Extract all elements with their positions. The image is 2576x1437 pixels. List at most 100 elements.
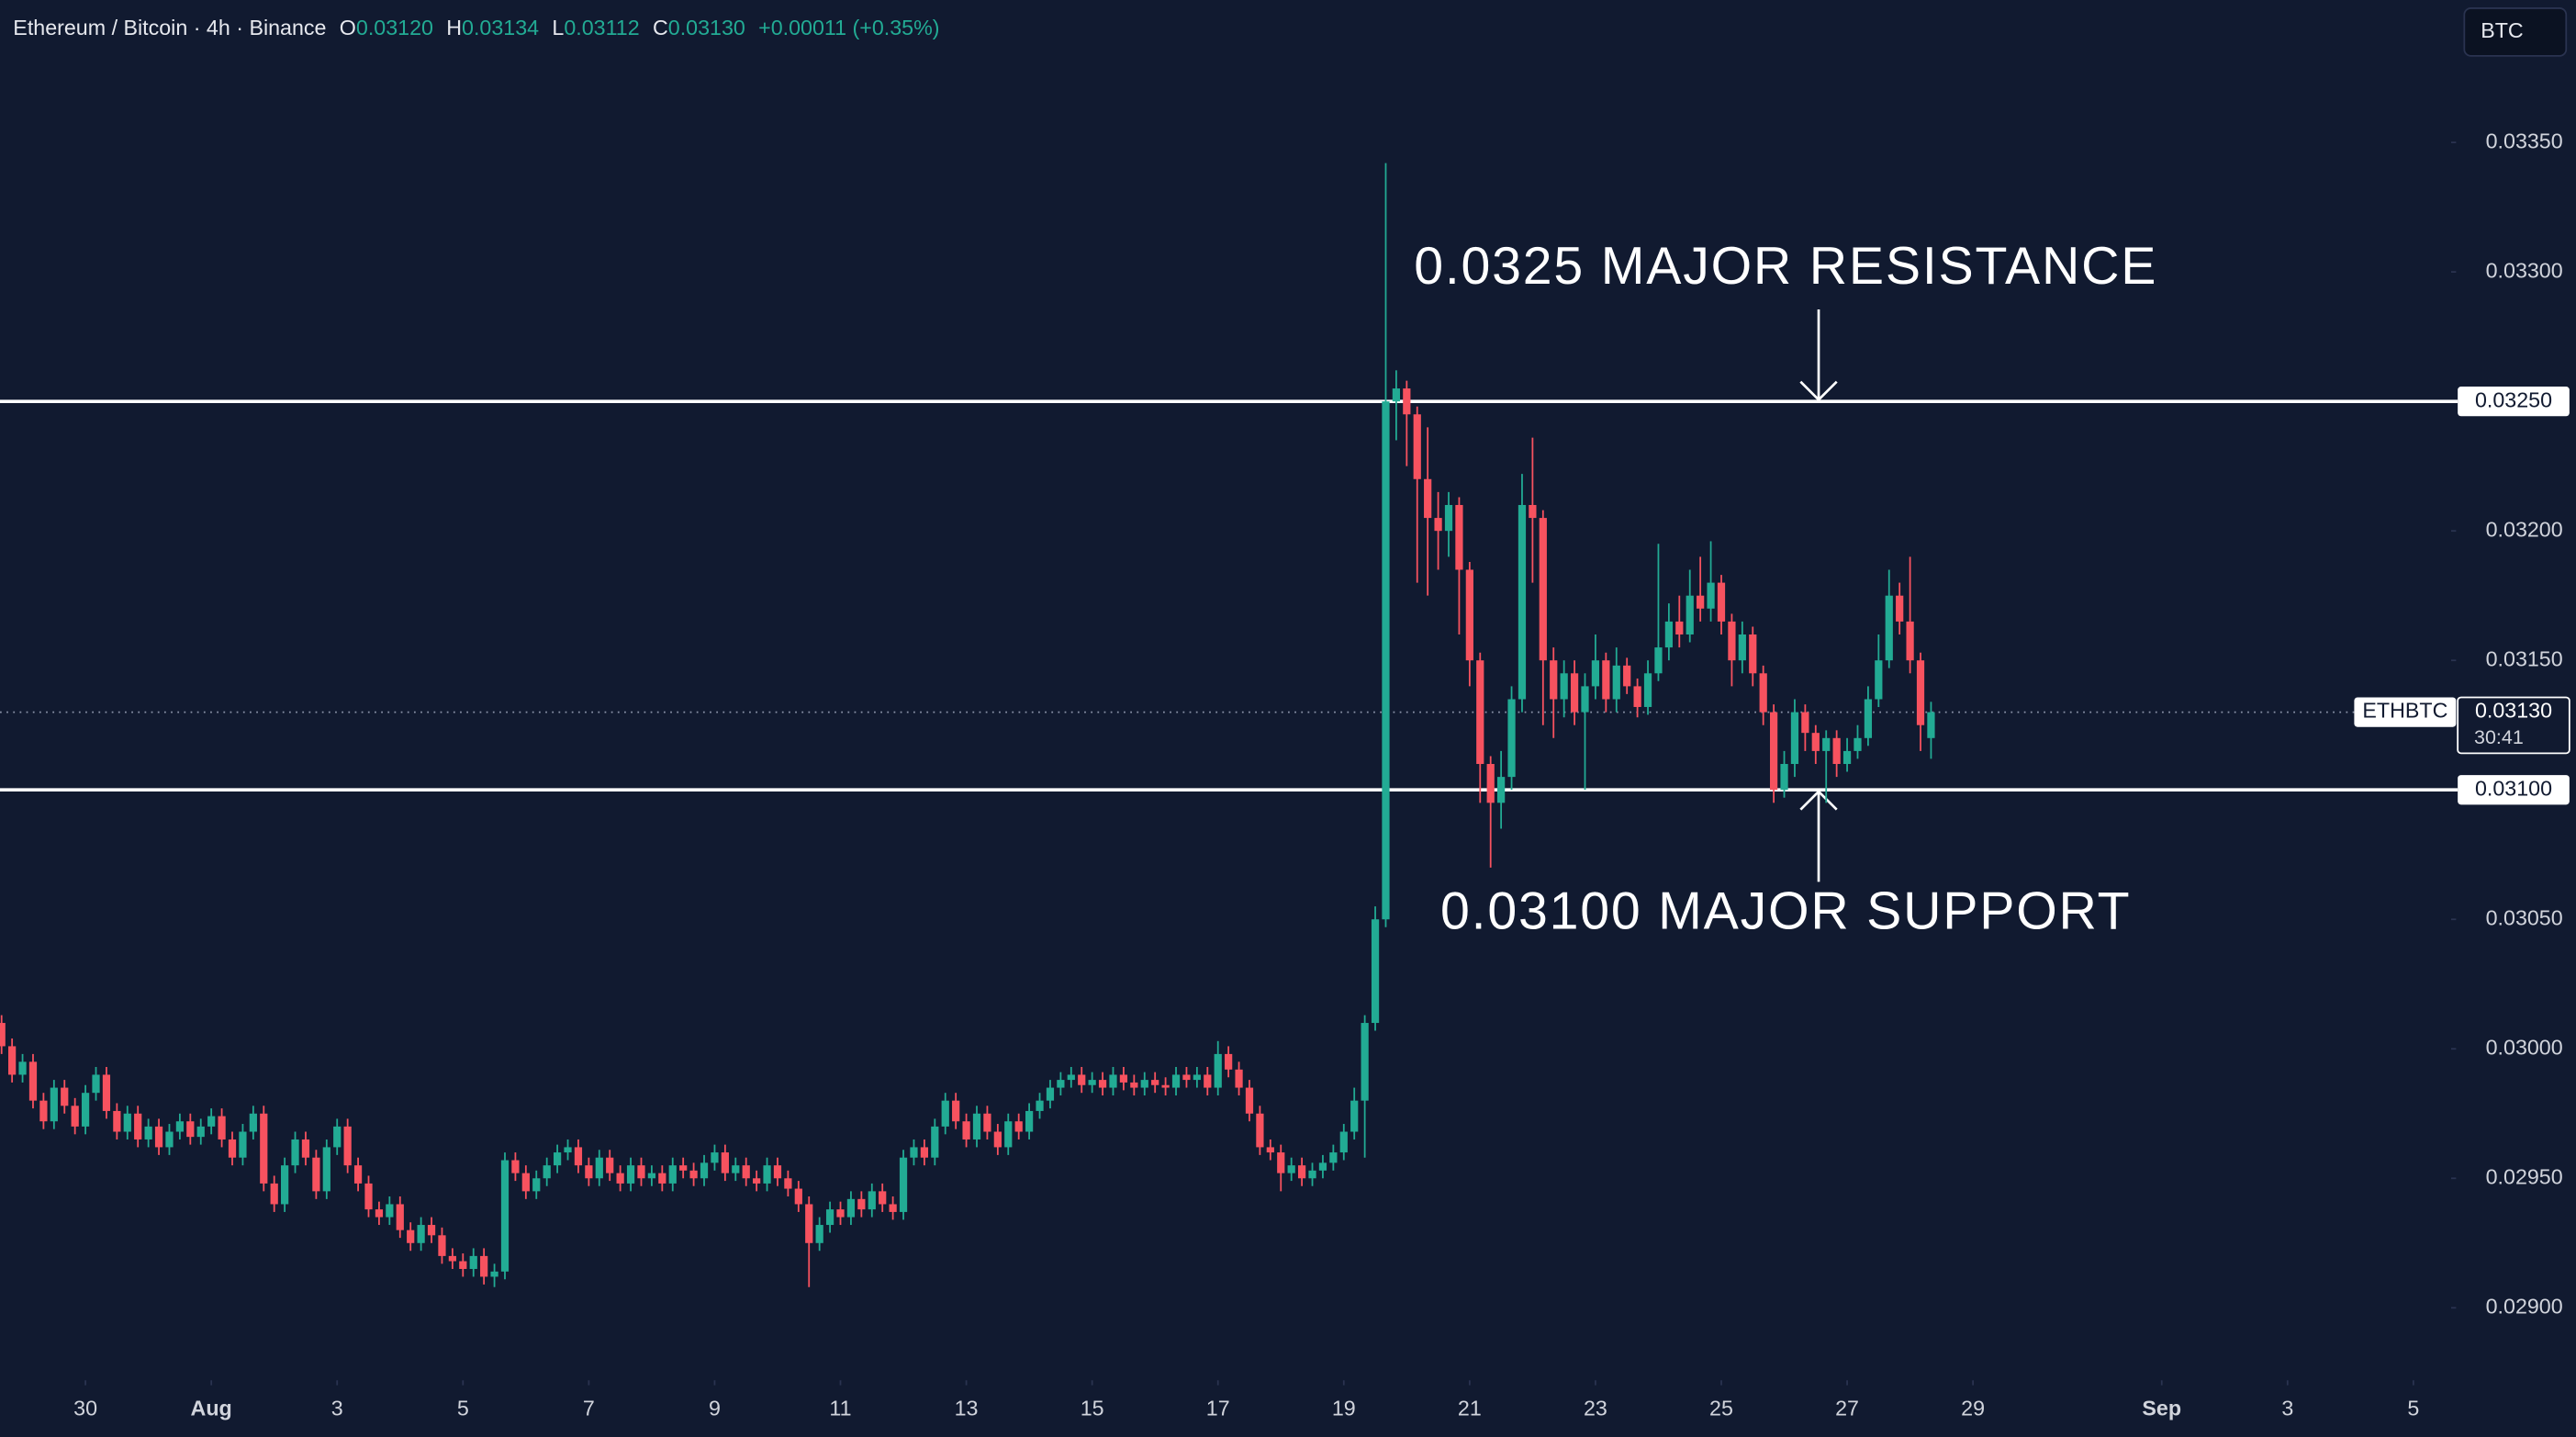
candle-body bbox=[574, 1147, 583, 1166]
last-price-name-box bbox=[2354, 697, 2457, 727]
candle-body bbox=[1602, 660, 1610, 700]
candle-body bbox=[186, 1121, 195, 1138]
candle-body bbox=[889, 1204, 897, 1212]
candle-body bbox=[1171, 1074, 1181, 1088]
last-price-name: ETHBTC bbox=[2362, 699, 2447, 723]
y-tick-label: 0.02950 bbox=[2486, 1164, 2563, 1188]
x-tick-label: 5 bbox=[457, 1397, 469, 1420]
candle-body bbox=[1182, 1074, 1191, 1081]
currency-button[interactable] bbox=[2463, 7, 2568, 57]
candle-body bbox=[134, 1113, 142, 1139]
candle-body bbox=[910, 1147, 918, 1158]
candle-body bbox=[1036, 1100, 1044, 1111]
candle-body bbox=[805, 1204, 813, 1243]
candle-body bbox=[1287, 1165, 1295, 1173]
x-tick-label: Aug bbox=[191, 1397, 232, 1420]
candle-body bbox=[312, 1157, 320, 1192]
candle-body bbox=[868, 1191, 876, 1210]
candle-body bbox=[794, 1188, 802, 1205]
ohlc-label: O bbox=[340, 16, 356, 39]
candle-body bbox=[1214, 1053, 1222, 1088]
level-label-box bbox=[2458, 775, 2570, 805]
ohlc-value: 0.03112 bbox=[564, 16, 639, 39]
candle-body bbox=[815, 1225, 823, 1243]
candle-body bbox=[1476, 660, 1484, 765]
level-label: 0.03250 bbox=[2475, 387, 2552, 411]
candle-body bbox=[721, 1152, 729, 1173]
candle-body bbox=[1832, 737, 1841, 765]
annotation: 0.03100 MAJOR SUPPORT bbox=[1440, 881, 2131, 940]
candle-body bbox=[952, 1100, 960, 1122]
x-tick-label: 3 bbox=[331, 1397, 343, 1420]
candle-body bbox=[658, 1173, 666, 1184]
candle-body bbox=[1067, 1074, 1075, 1081]
candle-body bbox=[333, 1126, 342, 1148]
candle-body bbox=[71, 1106, 79, 1127]
candle-body bbox=[1916, 660, 1925, 725]
candle-body bbox=[1413, 414, 1421, 479]
candle-body bbox=[1109, 1074, 1117, 1088]
candle-body bbox=[1686, 595, 1694, 634]
candle-body bbox=[1707, 582, 1715, 609]
candle-body bbox=[543, 1165, 551, 1179]
candle-body bbox=[1738, 634, 1746, 661]
y-tick-label: 0.03350 bbox=[2486, 129, 2563, 152]
x-tick-label: 17 bbox=[1206, 1397, 1230, 1420]
candle-body bbox=[931, 1126, 939, 1158]
candle-body bbox=[490, 1271, 498, 1277]
candle-body bbox=[228, 1139, 237, 1158]
candle-body bbox=[732, 1165, 740, 1173]
countdown: 30:41 bbox=[2474, 726, 2524, 748]
candle-body bbox=[606, 1157, 614, 1173]
candle-body bbox=[1560, 673, 1568, 700]
candle-body bbox=[763, 1165, 771, 1184]
currency-label[interactable]: BTC bbox=[2481, 18, 2523, 42]
candle-body bbox=[1550, 660, 1558, 700]
ohlc-value: 0.03134 bbox=[462, 16, 539, 39]
candle-body bbox=[301, 1139, 310, 1158]
candle-body bbox=[1297, 1165, 1306, 1179]
ohlc-label: L bbox=[552, 16, 564, 39]
x-tick-label: 27 bbox=[1835, 1397, 1859, 1420]
candle-body bbox=[1497, 777, 1506, 803]
x-tick-label: 9 bbox=[709, 1397, 721, 1420]
candle-body bbox=[1455, 504, 1463, 570]
candle-body bbox=[175, 1121, 185, 1132]
y-tick-label: 0.03200 bbox=[2486, 517, 2563, 541]
candle-body bbox=[1790, 712, 1799, 765]
candle-body bbox=[1350, 1100, 1359, 1132]
candle-body bbox=[742, 1165, 750, 1179]
x-tick-label: 25 bbox=[1709, 1397, 1733, 1420]
candle-body bbox=[1749, 634, 1757, 674]
candle-body bbox=[249, 1113, 257, 1132]
x-tick-label: 21 bbox=[1458, 1397, 1482, 1420]
candle-body bbox=[1539, 518, 1547, 661]
candle-body bbox=[711, 1152, 719, 1163]
candle-body bbox=[39, 1100, 48, 1122]
candle-body bbox=[480, 1255, 488, 1277]
candle-body bbox=[113, 1110, 121, 1132]
candle-body bbox=[1329, 1152, 1338, 1163]
candle-body bbox=[1151, 1080, 1159, 1085]
candle-body bbox=[427, 1225, 436, 1236]
candle-body bbox=[1193, 1074, 1201, 1081]
change-value: +0.00011 (+0.35%) bbox=[758, 16, 939, 39]
candle-body bbox=[521, 1173, 530, 1192]
candle-body bbox=[1780, 764, 1788, 791]
candle-body bbox=[1854, 737, 1862, 751]
candle-body bbox=[637, 1165, 645, 1179]
annotation-arrowhead bbox=[1799, 380, 1838, 402]
candle-body bbox=[1759, 673, 1767, 713]
candle-body bbox=[218, 1116, 226, 1139]
candle-body bbox=[1130, 1082, 1138, 1088]
candle-body bbox=[281, 1165, 289, 1205]
y-tick-label: 0.03000 bbox=[2486, 1035, 2563, 1059]
candle-body bbox=[196, 1126, 205, 1138]
x-tick-label: 29 bbox=[1961, 1397, 1985, 1420]
candle-body bbox=[1308, 1170, 1316, 1179]
candle-body bbox=[1225, 1053, 1233, 1070]
y-tick-label: 0.03150 bbox=[2486, 646, 2563, 670]
candle-body bbox=[564, 1147, 572, 1153]
last-price-label: 0.03130 bbox=[2475, 699, 2552, 723]
